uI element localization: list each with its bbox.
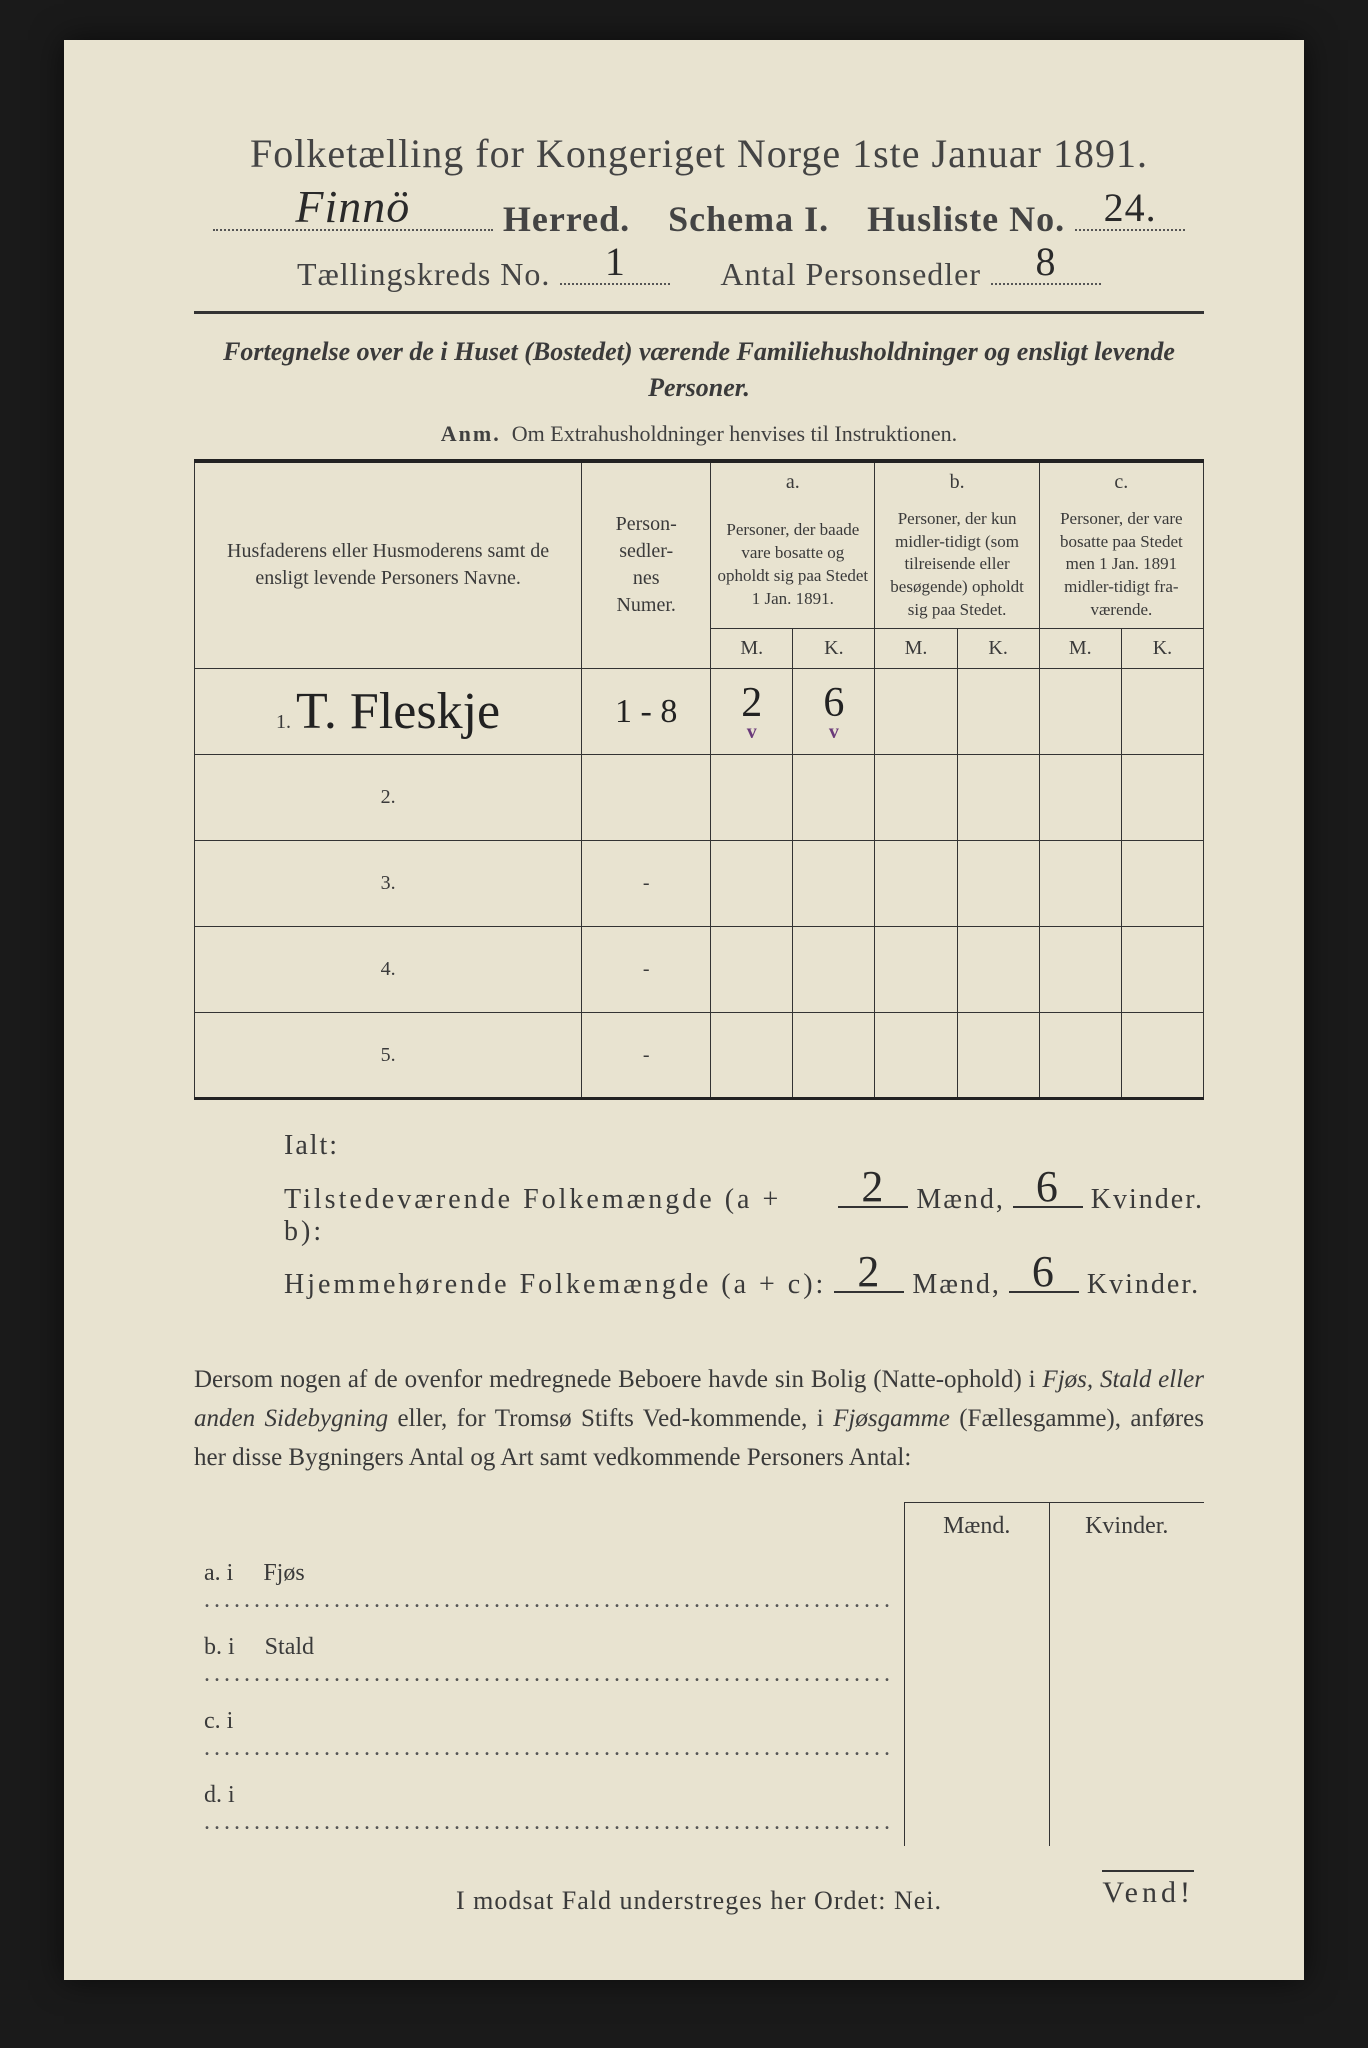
col-a-k: K.: [793, 629, 875, 669]
herred-label: Herred.: [503, 198, 630, 240]
cell-a-m: 2v: [711, 669, 793, 755]
table-row: 5. -: [195, 1013, 1204, 1099]
page-title: Folketælling for Kongeriget Norge 1ste J…: [194, 130, 1204, 177]
row-label: 1. T. Fleskje: [195, 669, 582, 755]
row-label: 5.: [195, 1013, 582, 1099]
vend-label: Vend!: [1102, 1870, 1194, 1910]
totals-line2-m-field: 2: [834, 1260, 904, 1294]
herred-field: Finnö: [213, 191, 493, 231]
husliste-label: Husliste No.: [867, 198, 1065, 240]
anm-line: Anm. Om Extrahusholdninger henvises til …: [194, 421, 1204, 447]
col-b-header: Personer, der kun midler-tidigt (som til…: [875, 502, 1039, 629]
totals-line1-label: Tilstedeværende Folkemængde (a + b):: [284, 1184, 830, 1248]
row-label: 3.: [195, 841, 582, 927]
cell-a-k: 6v: [793, 669, 875, 755]
antal-value: 8: [1036, 238, 1057, 285]
totals-line2-label: Hjemmehørende Folkemængde (a + c):: [284, 1269, 826, 1301]
col-c-header: Personer, der vare bosatte paa Stedet me…: [1039, 502, 1203, 629]
header-line-3: Tællingskreds No. 1 Antal Personsedler 8: [194, 250, 1204, 293]
closing-line: I modsat Fald understreges her Ordet: Ne…: [194, 1886, 1204, 1916]
totals-block: Ialt: Tilstedeværende Folkemængde (a + b…: [284, 1130, 1204, 1301]
row-name: T. Fleskje: [296, 683, 500, 740]
bottom-row: c. i: [194, 1698, 1204, 1772]
cell-b-k: [957, 669, 1039, 755]
anm-label: Anm.: [441, 421, 501, 446]
col-a-label: a.: [711, 461, 875, 502]
col-b-label: b.: [875, 461, 1039, 502]
maend-label: Mænd,: [912, 1269, 1001, 1301]
husliste-value: 24.: [1104, 184, 1157, 231]
antal-field: 8: [991, 250, 1101, 285]
bottom-row: a. i Fjøs: [194, 1550, 1204, 1624]
totals-line1-k-field: 6: [1013, 1174, 1083, 1208]
maend-label: Mænd,: [916, 1184, 1005, 1216]
table-row: 3. -: [195, 841, 1204, 927]
row-label: 4.: [195, 927, 582, 1013]
totals-line1-m-field: 2: [838, 1174, 908, 1208]
bottom-table: Mænd. Kvinder. a. i Fjøs b. i Stald c. i…: [194, 1502, 1204, 1846]
anm-text: Om Extrahusholdninger henvises til Instr…: [512, 421, 957, 446]
kvinder-label: Kvinder.: [1091, 1184, 1204, 1216]
bottom-maend-header: Mænd.: [905, 1502, 1050, 1550]
cell-c-m: [1039, 669, 1121, 755]
census-form-page: Folketælling for Kongeriget Norge 1ste J…: [64, 40, 1304, 1980]
ialt-label: Ialt:: [284, 1130, 1204, 1162]
row-num: -: [582, 841, 711, 927]
antal-label: Antal Personsedler: [720, 256, 981, 293]
col-c-k: K.: [1121, 629, 1203, 669]
kvinder-label: Kvinder.: [1087, 1269, 1200, 1301]
col-b-k: K.: [957, 629, 1039, 669]
totals-row-2: Hjemmehørende Folkemængde (a + c): 2 Mæn…: [284, 1260, 1204, 1302]
col-num-header: Person- sedler- nes Numer.: [582, 461, 711, 669]
totals-line2-k-field: 6: [1009, 1260, 1079, 1294]
cell-c-k: [1121, 669, 1203, 755]
row-num: 1 - 8: [582, 669, 711, 755]
subheading: Fortegnelse over de i Huset (Bostedet) v…: [194, 334, 1204, 407]
husliste-field: 24.: [1075, 191, 1185, 231]
col-a-m: M.: [711, 629, 793, 669]
cell-b-m: [875, 669, 957, 755]
totals-row-1: Tilstedeværende Folkemængde (a + b): 2 M…: [284, 1174, 1204, 1248]
row-num: -: [582, 927, 711, 1013]
bottom-row: d. i: [194, 1772, 1204, 1846]
bottom-kvinder-header: Kvinder.: [1049, 1502, 1204, 1550]
table-row: 1. T. Fleskje 1 - 8 2v 6v: [195, 669, 1204, 755]
col-a-header: Personer, der baade vare bosatte og opho…: [711, 502, 875, 629]
row-num: [582, 755, 711, 841]
divider: [194, 311, 1204, 314]
table-row: 4. -: [195, 927, 1204, 1013]
kreds-label: Tællingskreds No.: [297, 256, 550, 293]
herred-value: Finnö: [295, 180, 410, 233]
instruction-paragraph: Dersom nogen af de ovenfor medregnede Be…: [194, 1361, 1204, 1477]
kreds-field: 1: [560, 250, 670, 285]
header-line-2: Finnö Herred. Schema I. Husliste No. 24.: [194, 191, 1204, 240]
col-c-label: c.: [1039, 461, 1203, 502]
kreds-value: 1: [605, 238, 626, 285]
row-label: 2.: [195, 755, 582, 841]
table-row: 2.: [195, 755, 1204, 841]
main-table: Husfaderens eller Husmoderens samt de en…: [194, 459, 1204, 1101]
col-name-header: Husfaderens eller Husmoderens samt de en…: [195, 461, 582, 669]
col-c-m: M.: [1039, 629, 1121, 669]
col-b-m: M.: [875, 629, 957, 669]
row-num: -: [582, 1013, 711, 1099]
schema-label: Schema I.: [668, 198, 829, 240]
bottom-row: b. i Stald: [194, 1624, 1204, 1698]
